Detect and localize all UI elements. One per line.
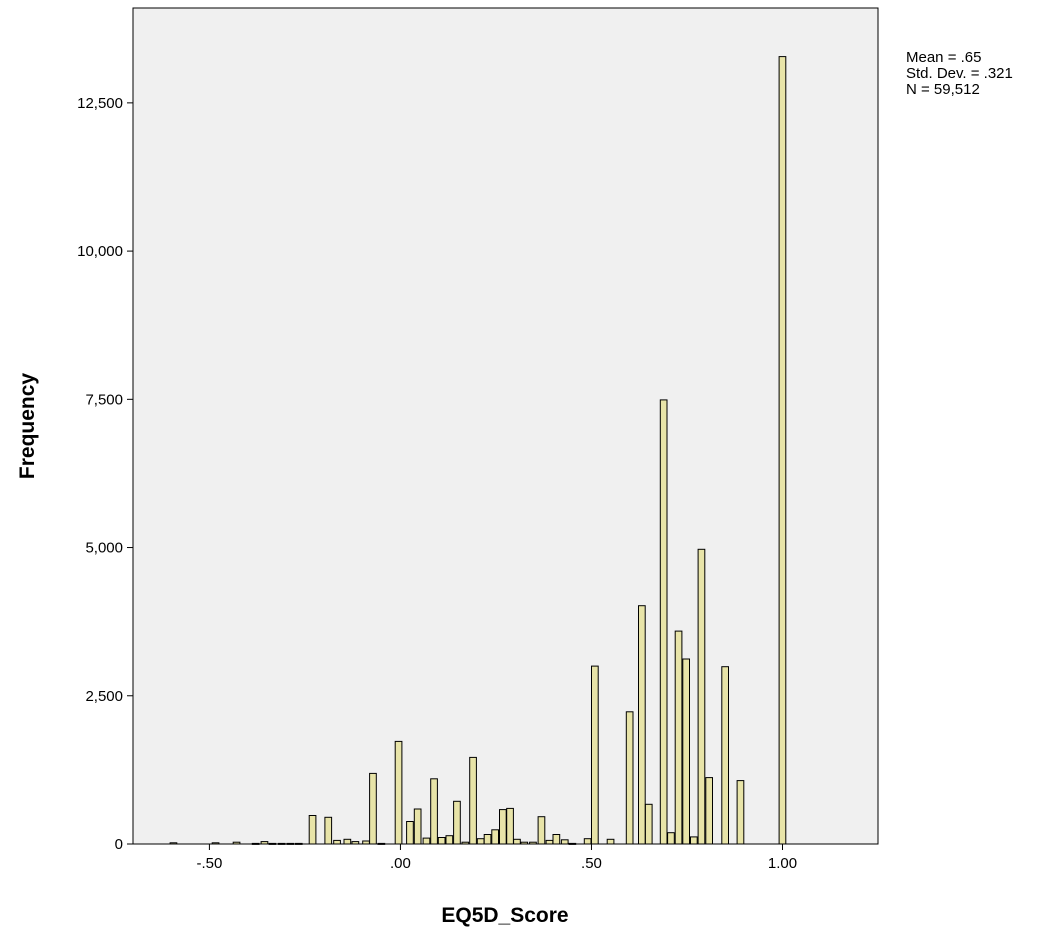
mean-stat: Mean = .65 <box>906 49 982 66</box>
histogram-bar <box>560 839 569 845</box>
histogram-bar <box>461 841 470 845</box>
histogram-bar <box>211 842 220 845</box>
histogram-bar <box>529 841 537 845</box>
histogram-bar <box>430 778 438 845</box>
histogram-bar <box>369 772 377 845</box>
histogram-bar <box>667 832 675 845</box>
histogram-bar <box>638 605 646 845</box>
histogram-bar <box>491 829 499 845</box>
histogram-bar <box>483 834 492 845</box>
histogram-bar <box>506 807 514 845</box>
histogram-bar <box>324 816 333 845</box>
histogram-bar <box>169 842 178 845</box>
histogram-bar <box>351 841 360 845</box>
y-axis-title: Frequency <box>16 373 39 480</box>
histogram-bar <box>476 838 485 845</box>
y-tick-label: 5,000 <box>85 540 123 557</box>
histogram-bar <box>513 838 521 845</box>
x-axis-title: EQ5D_Score <box>441 904 568 927</box>
histogram-bar <box>445 835 454 845</box>
y-tick-label: 12,500 <box>77 95 123 112</box>
x-axis: -.50 .00 .50 1.00 <box>196 844 797 872</box>
histogram-bar <box>232 841 241 845</box>
histogram-bar <box>394 740 403 845</box>
histogram-bar <box>294 842 303 845</box>
histogram-bar <box>277 842 286 845</box>
histogram-bar <box>697 548 706 845</box>
histogram-bar <box>251 842 260 845</box>
histogram-bar <box>343 838 352 845</box>
histogram-bar <box>690 836 698 845</box>
histogram-bar <box>308 815 317 845</box>
n-stat: N = 59,512 <box>906 81 980 98</box>
stats-box: Mean = .65 Std. Dev. = .321 N = 59,512 <box>906 50 1013 98</box>
histogram-bar <box>377 842 386 845</box>
y-axis: 0 2,500 5,000 7,500 10,000 12,500 <box>77 95 133 853</box>
histogram-bar <box>674 630 683 845</box>
histogram-bar <box>625 711 634 845</box>
x-tick-label: .50 <box>581 855 602 872</box>
y-tick-label: 7,500 <box>85 391 123 408</box>
x-tick-label: 1.00 <box>768 855 797 872</box>
plot-area <box>132 7 879 845</box>
x-tick-label: .00 <box>390 855 411 872</box>
histogram-bar <box>736 780 745 845</box>
histogram-bar <box>362 840 370 845</box>
histogram-bar <box>422 837 431 845</box>
histogram-bar <box>453 800 461 845</box>
x-tick-label: -.50 <box>196 855 222 872</box>
std-dev-stat: Std. Dev. = .321 <box>906 65 1013 82</box>
histogram-bar <box>537 816 546 845</box>
histogram-bar <box>413 808 422 845</box>
histogram-bar <box>583 838 592 845</box>
histogram-bar <box>520 841 529 845</box>
histogram-bar <box>552 834 561 845</box>
histogram-bar <box>268 842 277 845</box>
histogram-bar <box>499 809 507 845</box>
histogram-bar <box>568 842 577 845</box>
histogram-bar <box>721 666 729 845</box>
histogram-bar <box>260 841 269 845</box>
y-tick-label: 2,500 <box>85 688 123 705</box>
histogram-bar <box>644 803 653 845</box>
histogram-bar <box>469 756 477 845</box>
histogram-bar <box>606 838 615 845</box>
histogram-bar <box>406 821 414 845</box>
histogram-bar <box>333 839 341 845</box>
histogram-bar <box>682 658 690 845</box>
histogram-bar <box>545 839 554 845</box>
histogram-bar <box>659 399 668 845</box>
histogram-bar <box>778 56 787 845</box>
histogram-bar <box>286 842 295 845</box>
histogram-bar <box>591 665 599 845</box>
y-tick-label: 10,000 <box>77 243 123 260</box>
y-tick-label: 0 <box>115 836 123 853</box>
histogram-bars <box>169 56 787 845</box>
histogram-bar <box>705 777 713 845</box>
histogram-bar <box>437 837 446 845</box>
